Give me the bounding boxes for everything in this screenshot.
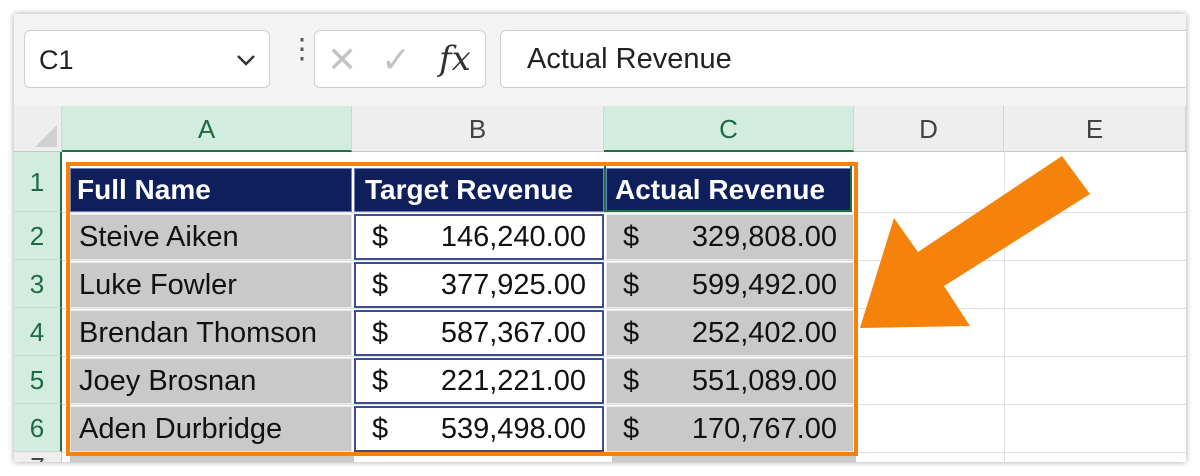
cancel-icon[interactable]: ✕ <box>327 39 358 80</box>
cell-c5[interactable]: $ 551,089.00 <box>606 358 854 404</box>
actual-amount: 551,089.00 <box>691 365 837 397</box>
cell-a4[interactable]: Brendan Thomson <box>70 310 352 356</box>
cell-b6[interactable]: $ 539,498.00 <box>354 406 604 452</box>
row-header-5[interactable]: 5 <box>14 356 62 404</box>
actual-amount: 329,808.00 <box>691 221 837 253</box>
cell-a3[interactable]: Luke Fowler <box>70 262 352 308</box>
actual-amount: 252,402.00 <box>691 317 837 349</box>
enter-icon[interactable]: ✓ <box>381 39 412 80</box>
worksheet-grid: A B C D E 1 2 3 4 5 6 7 Full Name Target… <box>14 106 1186 462</box>
row-header-6[interactable]: 6 <box>14 404 62 452</box>
gridline <box>62 404 1186 405</box>
column-header-e[interactable]: E <box>1004 106 1186 152</box>
currency-symbol: $ <box>623 317 640 349</box>
cell-c1[interactable]: Actual Revenue <box>606 168 852 212</box>
currency-symbol: $ <box>372 317 389 349</box>
row-header-3[interactable]: 3 <box>14 260 62 308</box>
formula-buttons: ✕ ✓ fx <box>314 30 486 88</box>
cell-b3[interactable]: $ 377,925.00 <box>354 262 604 308</box>
actual-amount: 599,492.00 <box>691 269 837 301</box>
more-options-icon[interactable]: ⋮ <box>288 33 316 64</box>
insert-function-button[interactable]: fx <box>439 39 471 79</box>
formula-input[interactable]: Actual Revenue <box>500 30 1186 88</box>
cell-a1[interactable]: Full Name <box>70 168 352 212</box>
currency-symbol: $ <box>623 269 640 301</box>
cell-b1[interactable]: Target Revenue <box>354 168 604 212</box>
target-amount: 377,925.00 <box>440 269 586 301</box>
target-amount: 221,221.00 <box>440 365 586 397</box>
cell-c7[interactable] <box>612 454 856 462</box>
currency-symbol: $ <box>372 269 389 301</box>
row-header-1[interactable]: 1 <box>14 152 62 212</box>
currency-symbol: $ <box>372 221 389 253</box>
target-amount: 146,240.00 <box>440 221 586 253</box>
gridline <box>62 308 1186 309</box>
cell-a2[interactable]: Steive Aiken <box>70 214 352 260</box>
cell-c6[interactable]: $ 170,767.00 <box>606 406 854 452</box>
name-box[interactable]: C1 <box>24 30 270 88</box>
gridline <box>1004 152 1005 462</box>
column-header-c[interactable]: C <box>604 106 854 152</box>
row-header-2[interactable]: 2 <box>14 212 62 260</box>
cell-c4[interactable]: $ 252,402.00 <box>606 310 854 356</box>
name-box-value: C1 <box>39 45 74 75</box>
row-header-7[interactable]: 7 <box>14 452 62 462</box>
select-all-button[interactable] <box>14 106 62 152</box>
cell-a6[interactable]: Aden Durbridge <box>70 406 352 452</box>
currency-symbol: $ <box>623 221 640 253</box>
cell-c2[interactable]: $ 329,808.00 <box>606 214 854 260</box>
currency-symbol: $ <box>623 413 640 445</box>
gridline <box>62 212 1186 213</box>
orange-arrow-icon <box>860 156 1090 328</box>
cell-c3[interactable]: $ 599,492.00 <box>606 262 854 308</box>
column-header-d[interactable]: D <box>854 106 1004 152</box>
formula-value: Actual Revenue <box>527 43 732 75</box>
column-header-b[interactable]: B <box>352 106 604 152</box>
column-header-a[interactable]: A <box>62 106 352 152</box>
gridline <box>62 356 1186 357</box>
target-amount: 539,498.00 <box>440 413 586 445</box>
target-amount: 587,367.00 <box>440 317 586 349</box>
cell-a7[interactable] <box>70 454 354 462</box>
row-header-4[interactable]: 4 <box>14 308 62 356</box>
spreadsheet-window: C1 ⋮ ✕ ✓ fx Actual Revenue A B C D E 1 2… <box>14 14 1186 462</box>
gridline <box>62 260 1186 261</box>
chevron-down-icon[interactable] <box>235 49 257 71</box>
currency-symbol: $ <box>372 413 389 445</box>
currency-symbol: $ <box>372 365 389 397</box>
cell-b2[interactable]: $ 146,240.00 <box>354 214 604 260</box>
cell-a5[interactable]: Joey Brosnan <box>70 358 352 404</box>
cell-b4[interactable]: $ 587,367.00 <box>354 310 604 356</box>
currency-symbol: $ <box>623 365 640 397</box>
cell-b5[interactable]: $ 221,221.00 <box>354 358 604 404</box>
actual-amount: 170,767.00 <box>691 413 837 445</box>
